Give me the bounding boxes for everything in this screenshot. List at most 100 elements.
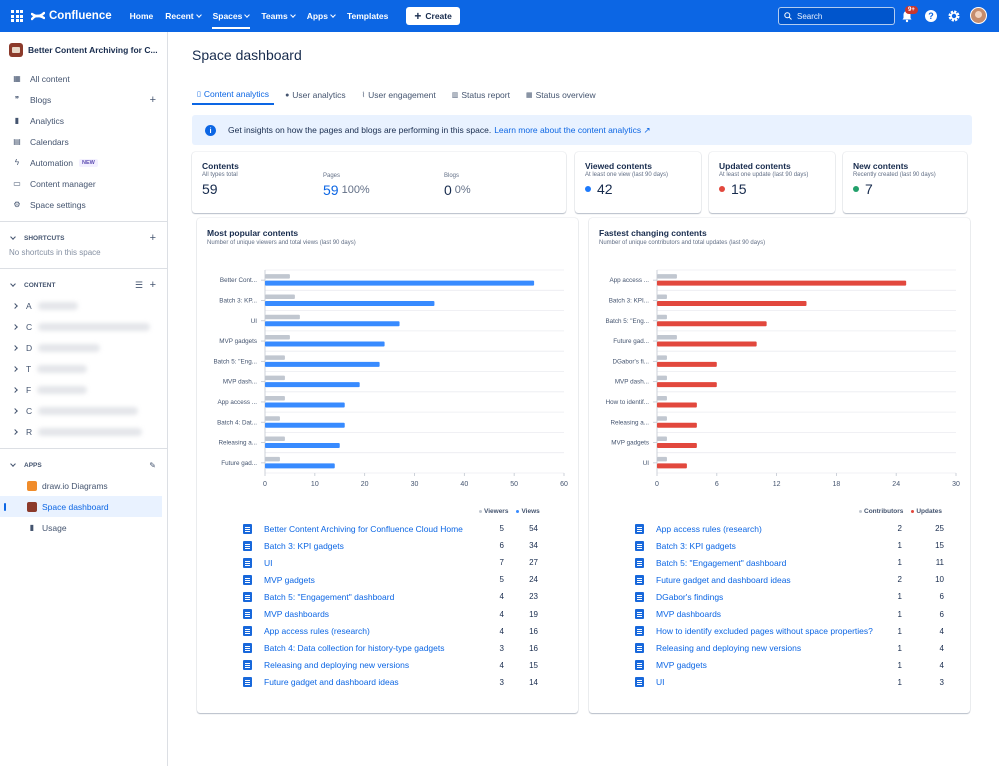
bar-updates[interactable] bbox=[657, 422, 697, 428]
bar-viewers[interactable] bbox=[265, 355, 285, 360]
bar-viewers[interactable] bbox=[265, 294, 295, 299]
sidebar-item-space-settings[interactable]: ⚙ Space settings bbox=[0, 194, 167, 215]
bar-views[interactable] bbox=[265, 300, 435, 306]
sidebar-item-content-manager[interactable]: ▭ Content manager bbox=[0, 173, 167, 194]
search-input[interactable]: Search bbox=[778, 7, 895, 25]
shortcuts-section[interactable]: SHORTCUTS + bbox=[0, 228, 167, 248]
content-link[interactable]: DGabor's findings bbox=[656, 591, 724, 602]
add-content-icon[interactable]: + bbox=[149, 279, 156, 291]
content-link[interactable]: Batch 3: KPI gadgets bbox=[264, 540, 344, 551]
content-link[interactable]: UI bbox=[656, 677, 665, 688]
bar-views[interactable] bbox=[265, 321, 400, 327]
bar-views[interactable] bbox=[265, 361, 380, 367]
content-link[interactable]: Better Content Archiving for Confluence … bbox=[264, 523, 463, 534]
settings-gear-icon[interactable] bbox=[947, 9, 961, 23]
bar-updates[interactable] bbox=[657, 280, 907, 286]
bar-updates[interactable] bbox=[657, 382, 717, 388]
bar-updates[interactable] bbox=[657, 463, 687, 469]
bar-views[interactable] bbox=[265, 443, 340, 449]
tree-item[interactable]: C bbox=[0, 316, 167, 337]
apps-section[interactable]: APPS ✎ bbox=[0, 455, 167, 475]
content-link[interactable]: MVP gadgets bbox=[264, 574, 315, 585]
nav-item-teams[interactable]: Teams bbox=[255, 0, 300, 32]
tab-status-overview[interactable]: ▦ Status overview bbox=[521, 89, 601, 105]
sidebar-item-all-content[interactable]: ▦ All content bbox=[0, 68, 167, 89]
tab-content-analytics[interactable]: ▯ Content analytics bbox=[192, 89, 275, 105]
app-switcher-icon[interactable] bbox=[11, 10, 23, 22]
edit-pencil-icon[interactable]: ✎ bbox=[149, 460, 156, 470]
bar-updates[interactable] bbox=[657, 321, 767, 327]
content-link[interactable]: Batch 3: KPI gadgets bbox=[656, 540, 736, 551]
info-link[interactable]: Learn more about the content analytics ↗ bbox=[494, 124, 651, 135]
sidebar-item-calendars[interactable]: ▤ Calendars bbox=[0, 131, 167, 152]
app-item-usage[interactable]: ▮ Usage bbox=[0, 517, 167, 538]
bar-updates[interactable] bbox=[657, 402, 697, 408]
bar-contributors[interactable] bbox=[657, 335, 677, 340]
bar-contributors[interactable] bbox=[657, 375, 667, 381]
bar-updates[interactable] bbox=[657, 361, 717, 367]
bar-contributors[interactable] bbox=[657, 395, 667, 401]
bar-viewers[interactable] bbox=[265, 395, 285, 401]
bar-views[interactable] bbox=[265, 422, 345, 428]
app-item-draw-io-diagrams[interactable]: draw.io Diagrams bbox=[0, 475, 167, 496]
content-link[interactable]: App access rules (research) bbox=[264, 626, 370, 637]
tab-user-engagement[interactable]: ⌇ User engagement bbox=[357, 89, 441, 105]
tree-item[interactable]: C bbox=[0, 400, 167, 421]
bar-viewers[interactable] bbox=[265, 456, 280, 462]
bar-contributors[interactable] bbox=[657, 355, 667, 360]
create-button[interactable]: + Create bbox=[406, 7, 460, 25]
tab-status-report[interactable]: ▥ Status report bbox=[447, 89, 515, 105]
nav-item-templates[interactable]: Templates bbox=[341, 0, 394, 32]
bar-views[interactable] bbox=[265, 402, 345, 408]
content-link[interactable]: Releasing and deploying new versions bbox=[264, 660, 410, 671]
bar-viewers[interactable] bbox=[265, 375, 285, 381]
tree-item[interactable]: A bbox=[0, 295, 167, 316]
bar-viewers[interactable] bbox=[265, 314, 300, 320]
confluence-logo[interactable]: Confluence bbox=[31, 10, 112, 22]
content-link[interactable]: MVP dashboards bbox=[264, 609, 330, 619]
content-link[interactable]: UI bbox=[264, 557, 273, 568]
bar-viewers[interactable] bbox=[265, 274, 290, 279]
tab-user-analytics[interactable]: ● User analytics bbox=[280, 89, 351, 105]
help-icon[interactable]: ? bbox=[924, 9, 938, 23]
nav-item-spaces[interactable]: Spaces bbox=[207, 0, 256, 32]
content-link[interactable]: Batch 4: Data collection for history-typ… bbox=[264, 643, 445, 654]
pages-count[interactable]: 59 bbox=[323, 182, 339, 198]
sidebar-item-blogs[interactable]: ❞ Blogs + bbox=[0, 89, 167, 110]
content-link[interactable]: Batch 5: "Engagement" dashboard bbox=[264, 591, 395, 602]
content-section[interactable]: CONTENT ☰ + bbox=[0, 275, 167, 295]
tree-item[interactable]: T bbox=[0, 358, 167, 379]
app-item-space-dashboard[interactable]: Space dashboard bbox=[0, 496, 162, 517]
sidebar-item-automation[interactable]: ϟ Automation NEW bbox=[0, 152, 167, 173]
tree-item[interactable]: R bbox=[0, 421, 167, 442]
user-avatar[interactable] bbox=[970, 7, 987, 24]
bar-contributors[interactable] bbox=[657, 314, 667, 320]
bar-views[interactable] bbox=[265, 280, 535, 286]
content-link[interactable]: Batch 5: "Engagement" dashboard bbox=[656, 557, 787, 568]
add-shortcut-icon[interactable]: + bbox=[149, 232, 156, 244]
content-link[interactable]: How to identify excluded pages without s… bbox=[656, 626, 873, 637]
nav-item-recent[interactable]: Recent bbox=[159, 0, 206, 32]
bar-views[interactable] bbox=[265, 341, 385, 347]
nav-item-home[interactable]: Home bbox=[124, 0, 160, 32]
bar-viewers[interactable] bbox=[265, 335, 290, 340]
bar-contributors[interactable] bbox=[657, 456, 667, 462]
bar-updates[interactable] bbox=[657, 443, 697, 449]
filter-icon[interactable]: ☰ bbox=[134, 279, 143, 290]
content-link[interactable]: Future gadget and dashboard ideas bbox=[264, 677, 399, 688]
space-header[interactable]: Better Content Archiving for C... bbox=[0, 32, 167, 68]
bar-updates[interactable] bbox=[657, 341, 757, 347]
bar-contributors[interactable] bbox=[657, 416, 667, 421]
tree-item[interactable]: F bbox=[0, 379, 167, 400]
tree-item[interactable]: D bbox=[0, 337, 167, 358]
bar-viewers[interactable] bbox=[265, 416, 280, 421]
bar-contributors[interactable] bbox=[657, 294, 667, 299]
bar-contributors[interactable] bbox=[657, 274, 677, 279]
content-link[interactable]: Future gadget and dashboard ideas bbox=[656, 574, 791, 585]
content-link[interactable]: Releasing and deploying new versions bbox=[656, 643, 802, 654]
nav-item-apps[interactable]: Apps bbox=[301, 0, 341, 32]
content-link[interactable]: MVP gadgets bbox=[656, 660, 707, 671]
bar-views[interactable] bbox=[265, 463, 335, 469]
bar-viewers[interactable] bbox=[265, 436, 285, 442]
sidebar-item-analytics[interactable]: ▮ Analytics bbox=[0, 110, 167, 131]
